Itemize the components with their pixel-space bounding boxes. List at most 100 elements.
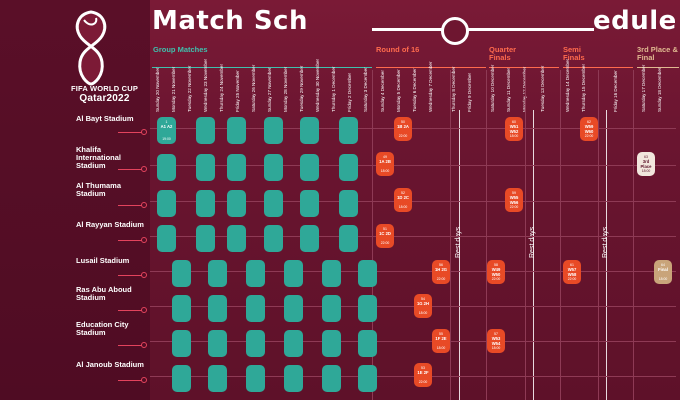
match-card[interactable]: 54 1G 2H 18:00 (414, 294, 432, 318)
date-header-label: Wednesday 30 November (315, 58, 320, 112)
match-card[interactable]: 61 W57 W58 22:00 (563, 260, 581, 284)
match-card[interactable]: 49 1A 2B 18:00 (376, 152, 394, 176)
match-card[interactable] (322, 295, 341, 322)
date-header: Tuesday 13 December (540, 66, 551, 112)
match-card[interactable]: 59 W55 W56 22:00 (505, 188, 523, 212)
date-header-label: Sunday 27 November (267, 67, 272, 112)
stadium-row-line (150, 306, 676, 307)
match-card[interactable] (157, 190, 176, 217)
logo-line2: Qatar2022 (79, 93, 130, 104)
match-card[interactable] (322, 330, 341, 357)
match-card[interactable]: 58 W49 W50 22:00 (487, 260, 505, 284)
match-card[interactable]: 62 W59 W60 22:00 (580, 117, 598, 141)
match-card[interactable] (208, 260, 227, 287)
match-card[interactable] (157, 225, 176, 252)
match-number: 59 (512, 191, 516, 195)
match-card[interactable] (339, 154, 358, 181)
stadium-label: Al Janoub Stadium (76, 360, 144, 369)
match-teams: W55 W56 (509, 195, 519, 205)
match-card[interactable] (157, 154, 176, 181)
match-number: 60 (512, 120, 516, 124)
match-card[interactable] (339, 225, 358, 252)
date-header-label: Sunday 11 December (506, 67, 511, 112)
match-card[interactable]: 50 1B 2A 22:00 (394, 117, 412, 141)
stadium-label: Khalifa International Stadium (76, 145, 122, 170)
logo-text: FIFA WORLD CUP Qatar2022 (62, 84, 147, 104)
match-card[interactable] (227, 225, 246, 252)
match-card[interactable] (208, 295, 227, 322)
match-card[interactable]: 64 Final 18:00 (654, 260, 672, 284)
stadium-label: Lusail Stadium (76, 256, 130, 265)
match-card[interactable] (284, 365, 303, 392)
ball-icon (441, 17, 469, 45)
date-header-label: Saturday 10 December (490, 64, 495, 112)
match-card[interactable]: 60 W51 W52 18:00 (505, 117, 523, 141)
match-card[interactable] (300, 117, 319, 144)
left-panel (0, 0, 150, 400)
match-card[interactable] (172, 330, 191, 357)
date-header: Saturday 10 December (490, 65, 501, 112)
match-card[interactable] (358, 295, 377, 322)
match-card[interactable] (196, 225, 215, 252)
column-divider (598, 70, 599, 400)
match-card[interactable]: 1 A1 A2 19:00 (157, 117, 176, 144)
match-card[interactable]: 53 1E 2F 22:00 (414, 363, 432, 387)
match-card[interactable] (246, 260, 265, 287)
stadium-connector (118, 240, 142, 241)
match-card[interactable] (172, 365, 191, 392)
rest-day-line (606, 110, 607, 400)
match-card[interactable] (300, 225, 319, 252)
match-card[interactable] (358, 260, 377, 287)
match-card[interactable] (264, 117, 283, 144)
match-card[interactable] (246, 365, 265, 392)
match-card[interactable] (196, 190, 215, 217)
match-time: 22:00 (491, 277, 501, 281)
match-card[interactable] (208, 365, 227, 392)
match-card[interactable] (208, 330, 227, 357)
match-time: 22:00 (584, 134, 594, 138)
match-card[interactable] (322, 365, 341, 392)
date-header-label: Saturday 26 November (251, 64, 256, 112)
date-header-label: Thursday 15 December (581, 63, 586, 112)
match-card[interactable] (284, 330, 303, 357)
match-card[interactable] (264, 190, 283, 217)
match-card[interactable] (284, 295, 303, 322)
date-header-label: Sunday 18 December (657, 67, 662, 112)
match-card[interactable] (246, 330, 265, 357)
match-card[interactable] (339, 117, 358, 144)
match-card[interactable] (196, 117, 215, 144)
column-divider (560, 70, 561, 400)
match-card[interactable]: 51 1C 2D 22:00 (376, 224, 394, 248)
match-card[interactable] (172, 295, 191, 322)
match-card[interactable]: 57 W53 W54 18:00 (487, 329, 505, 353)
title-right: edule (593, 6, 677, 36)
date-header-label: Saturday 17 December (641, 64, 646, 112)
date-header: Monday 5 December (396, 69, 407, 112)
date-header-label: Thursday 24 November (219, 63, 224, 112)
date-header-label: Tuesday 22 November (187, 65, 192, 112)
match-card[interactable]: 55 1F 2E 18:00 (432, 329, 450, 353)
match-card[interactable] (196, 154, 215, 181)
match-card[interactable] (264, 225, 283, 252)
match-card[interactable] (264, 154, 283, 181)
match-time: 18:00 (491, 346, 501, 350)
match-card[interactable] (300, 190, 319, 217)
match-card[interactable] (300, 154, 319, 181)
match-card[interactable]: 63 3rd Place 18:00 (637, 152, 655, 176)
stadium-connector (118, 310, 142, 311)
column-divider (525, 70, 526, 400)
match-card[interactable] (358, 365, 377, 392)
match-card[interactable]: 52 1D 2C 18:00 (394, 188, 412, 212)
match-card[interactable] (322, 260, 341, 287)
match-card[interactable] (172, 260, 191, 287)
match-card[interactable] (227, 154, 246, 181)
match-card[interactable] (227, 190, 246, 217)
match-card[interactable] (339, 190, 358, 217)
date-header: Thursday 8 December (451, 67, 462, 112)
match-card[interactable]: 56 1H 2G 22:00 (432, 260, 450, 284)
match-card[interactable] (284, 260, 303, 287)
match-card[interactable] (358, 330, 377, 357)
match-card[interactable] (227, 117, 246, 144)
match-card[interactable] (246, 295, 265, 322)
stadium-connector (118, 169, 142, 170)
